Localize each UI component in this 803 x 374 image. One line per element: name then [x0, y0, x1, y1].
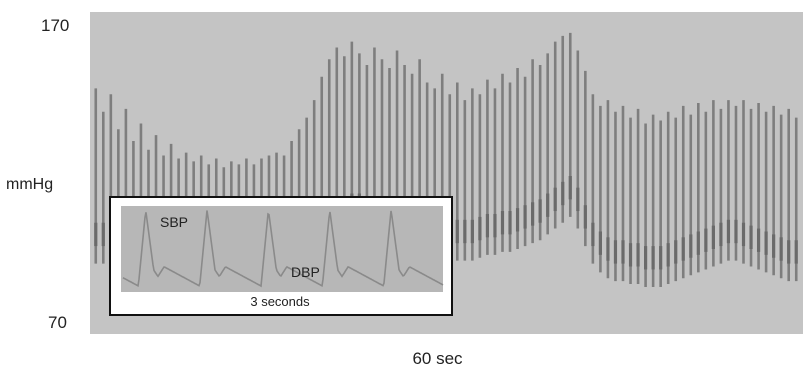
y-axis-label: mmHg — [6, 176, 54, 193]
inset-title: 3 seconds — [250, 294, 310, 309]
y-tick-170: 170 — [41, 16, 70, 35]
inset-waveform — [122, 210, 444, 288]
y-tick-70: 70 — [48, 313, 67, 332]
inset-dbp-label: DBP — [291, 264, 320, 280]
inset-sbp-label: SBP — [160, 214, 189, 230]
x-axis-label: 60 sec — [412, 349, 463, 368]
